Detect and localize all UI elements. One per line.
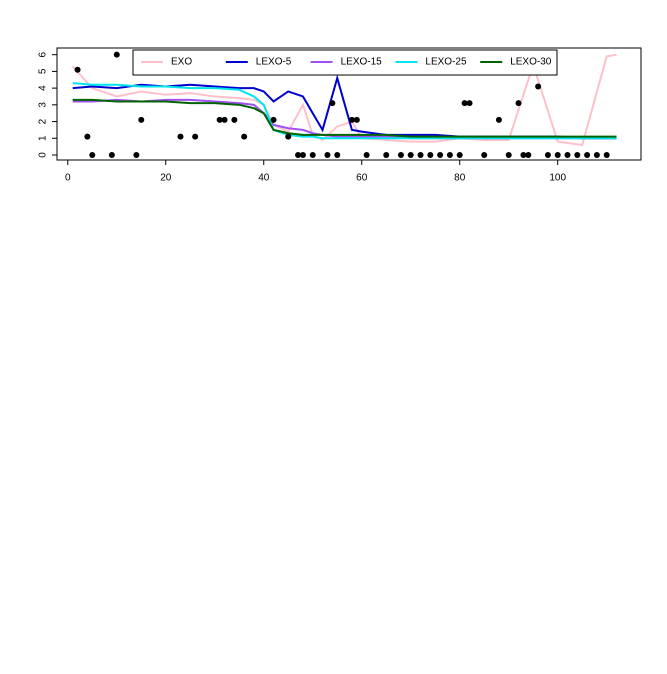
data-point: [108, 151, 115, 158]
data-point: [515, 100, 522, 107]
x-tick-label: 80: [454, 173, 466, 184]
data-point: [324, 151, 331, 158]
data-point: [138, 116, 145, 123]
data-point: [309, 151, 316, 158]
data-point: [544, 151, 551, 158]
legend-label: LEXO-15: [341, 57, 383, 68]
x-tick-label: 20: [160, 173, 172, 184]
data-point: [593, 151, 600, 158]
y-tick-label: 3: [38, 102, 49, 108]
y-tick-label: 4: [38, 85, 49, 91]
x-tick-label: 40: [258, 173, 270, 184]
data-point: [505, 151, 512, 158]
legend-label: LEXO-5: [256, 57, 292, 68]
y-tick-label: 0: [38, 152, 49, 158]
y-tick-label: 5: [38, 68, 49, 74]
data-point: [216, 116, 223, 123]
data-point: [363, 151, 370, 158]
data-point: [584, 151, 591, 158]
data-point: [231, 116, 238, 123]
data-point: [554, 151, 561, 158]
data-point: [133, 151, 140, 158]
data-point: [417, 151, 424, 158]
data-point: [221, 116, 228, 123]
data-point: [495, 116, 502, 123]
series-line: [72, 98, 617, 138]
data-point: [461, 100, 468, 107]
data-point: [481, 151, 488, 158]
series-line: [71, 53, 617, 147]
series-line: [72, 82, 617, 140]
data-point: [348, 116, 355, 123]
data-point: [285, 133, 292, 140]
legend-label: LEXO-30: [510, 57, 552, 68]
data-point: [177, 133, 184, 140]
data-point: [520, 151, 527, 158]
data-point: [192, 133, 199, 140]
data-point: [574, 151, 581, 158]
data-point: [329, 100, 336, 107]
data-point: [446, 151, 453, 158]
data-point: [84, 133, 91, 140]
x-tick-label: 60: [356, 173, 368, 184]
data-point: [437, 151, 444, 158]
x-tick-label: 0: [65, 173, 71, 184]
data-point: [535, 83, 542, 90]
data-point: [353, 116, 360, 123]
data-point: [113, 51, 120, 58]
data-point: [456, 151, 463, 158]
data-point: [466, 100, 473, 107]
data-point: [270, 116, 277, 123]
plot-frame: [56, 47, 642, 161]
x-tick-label: 100: [549, 173, 566, 184]
data-point: [397, 151, 404, 158]
y-tick-label: 2: [38, 118, 49, 124]
data-point: [89, 151, 96, 158]
y-tick-label: 6: [38, 51, 49, 57]
data-point: [383, 151, 390, 158]
legend-label: LEXO-25: [425, 57, 467, 68]
y-tick-label: 1: [38, 135, 49, 141]
legend-label: EXO: [171, 57, 192, 68]
data-point: [299, 151, 306, 158]
data-point: [564, 151, 571, 158]
data-point: [427, 151, 434, 158]
data-point: [603, 151, 610, 158]
data-point: [241, 133, 248, 140]
data-point: [74, 66, 81, 73]
data-point: [407, 151, 414, 158]
data-point: [525, 151, 532, 158]
data-point: [334, 151, 341, 158]
data-point: [295, 151, 302, 158]
